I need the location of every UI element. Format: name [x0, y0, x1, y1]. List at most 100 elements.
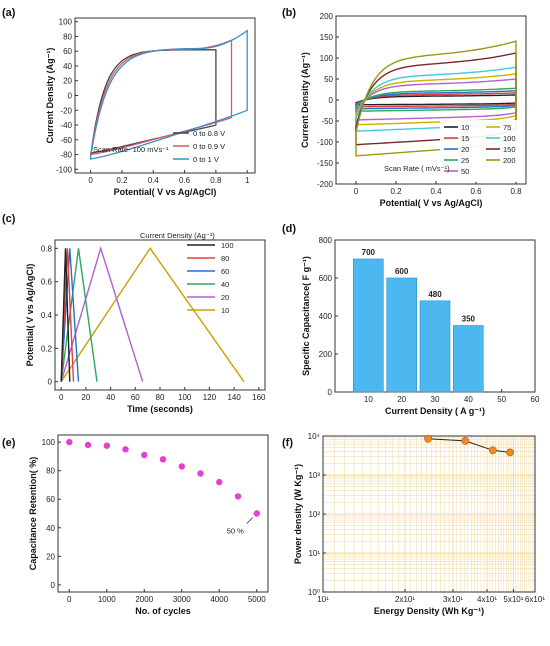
- legend-title: Scan Rate ( mVs⁻¹): [384, 164, 450, 173]
- x-tick-label: 2000: [135, 595, 153, 604]
- x-tick-label: 0: [67, 595, 72, 604]
- x-tick-label: 60: [531, 395, 540, 404]
- y-tick-label: 800: [319, 236, 333, 245]
- x-tick-label: 80: [156, 393, 165, 402]
- x-tick-label: 0.6: [179, 176, 191, 185]
- x-tick-label: 0.2: [390, 187, 402, 196]
- x-axis-label: Energy Density (Wh Kg⁻¹): [374, 606, 484, 616]
- bar-20: [386, 277, 418, 393]
- x-tick-label: 10¹: [317, 595, 329, 604]
- y-tick-label: 600: [319, 274, 333, 283]
- x-tick-label: 0.6: [470, 187, 482, 196]
- y-tick-label: 0: [51, 581, 56, 590]
- x-axis-label: Current Density ( A g⁻¹): [385, 406, 485, 416]
- gcd-curve-10: [60, 247, 245, 383]
- x-tick-label: 1: [245, 176, 250, 185]
- x-tick-label: 4000: [210, 595, 228, 604]
- y-tick-label: -60: [60, 136, 72, 145]
- panel-label: (e): [2, 437, 16, 449]
- chart-panel-c: (c) 0 20 40 60 80 100 120 140 160 0 0.2 0.4 0.6 0.8 Tim…: [2, 213, 266, 414]
- cv-curve-0-to-0.9-V: [90, 39, 233, 157]
- x-tick-label: 5x10¹: [503, 595, 523, 604]
- legend-label: 200: [503, 156, 516, 165]
- legend-label: 40: [221, 280, 229, 289]
- y-tick-label: 10¹: [308, 549, 320, 558]
- y-tick-label: 200: [319, 350, 333, 359]
- x-tick-label: 20: [397, 395, 406, 404]
- x-tick-label: 0.8: [210, 176, 222, 185]
- retention-point: [122, 446, 129, 453]
- x-axis-label: Potential( V vs Ag/AgCl): [380, 198, 483, 208]
- y-tick-label: 50: [324, 75, 333, 84]
- y-tick-label: 10⁰: [308, 588, 320, 597]
- x-tick-label: 40: [106, 393, 115, 402]
- plot-data: [424, 434, 514, 457]
- panel-label: (d): [282, 223, 296, 235]
- y-tick-label: 60: [46, 495, 55, 504]
- y-tick-label: 100: [42, 438, 56, 447]
- y-tick-label: 100: [59, 18, 73, 27]
- y-tick-label: 0.6: [41, 278, 53, 287]
- x-tick-label: 3000: [173, 595, 191, 604]
- x-tick-label: 30: [431, 395, 440, 404]
- legend-label: 0 to 0.9 V: [193, 142, 225, 151]
- retention-point: [234, 493, 242, 500]
- y-tick-label: 10³: [308, 471, 320, 480]
- y-tick-label: 0: [48, 378, 53, 387]
- x-tick-label: 3x10¹: [443, 595, 463, 604]
- y-tick-label: 80: [46, 467, 55, 476]
- y-tick-label: 150: [320, 33, 334, 42]
- grid-lines: [322, 435, 536, 593]
- legend-label: 100: [221, 241, 234, 250]
- legend-label: 10: [461, 123, 469, 132]
- x-tick-label: 40: [464, 395, 473, 404]
- x-tick-label: 0: [88, 176, 93, 185]
- x-tick-label: 6x10¹: [525, 595, 545, 604]
- plot-data: [66, 438, 260, 517]
- x-tick-label: 0.4: [148, 176, 160, 185]
- bar-value-label: 700: [362, 248, 376, 257]
- y-tick-label: 10⁴: [308, 432, 321, 441]
- panel-label: (a): [2, 7, 16, 19]
- plot-data: [355, 40, 517, 157]
- x-tick-label: 140: [227, 393, 241, 402]
- retention-point: [141, 451, 148, 459]
- y-tick-label: -150: [317, 159, 334, 168]
- x-tick-label: 5000: [248, 595, 266, 604]
- y-tick-label: 40: [46, 524, 55, 533]
- x-tick-label: 120: [203, 393, 217, 402]
- x-tick-label: 60: [131, 393, 140, 402]
- legend-label: 0 to 1 V: [193, 155, 219, 164]
- axis-ticks: 0 20 40 60 80 100 120 140 160 0 0.2 0.4 0.6 0.8: [41, 244, 266, 402]
- gcd-curve-40: [60, 248, 98, 382]
- bar-value-label: 600: [395, 267, 409, 276]
- y-axis-label: Current Density (Ag⁻¹): [300, 52, 310, 148]
- x-tick-label: 4x10¹: [477, 595, 497, 604]
- retention-annotation: 50 %: [227, 527, 244, 536]
- legend-title: Current Density (Ag⁻¹): [140, 231, 215, 240]
- x-axis-label: Potential( V vs Ag/AgCl): [114, 187, 217, 197]
- y-tick-label: 0.4: [41, 311, 53, 320]
- legend-label: 0 to 0.8 V: [193, 129, 225, 138]
- panel-label: (c): [2, 213, 16, 225]
- x-tick-label: 20: [81, 393, 90, 402]
- retention-point: [84, 441, 92, 449]
- retention-point: [103, 442, 111, 449]
- panel-label: (b): [282, 7, 296, 19]
- x-tick-label: 100: [178, 393, 192, 402]
- retention-point: [197, 470, 204, 477]
- legend-label: 20: [221, 293, 229, 302]
- ragone-line: [428, 438, 511, 453]
- x-tick-label: 160: [252, 393, 266, 402]
- retention-point: [159, 456, 167, 463]
- legend: 10 15 20 25 50 75 100 150 200: [440, 120, 522, 182]
- bar-value-label: 480: [428, 290, 442, 299]
- y-tick-label: -20: [60, 106, 72, 115]
- y-tick-label: 20: [46, 552, 55, 561]
- bar-30: [419, 300, 451, 393]
- y-tick-label: 400: [319, 312, 333, 321]
- x-axis-label: No. of cycles: [135, 606, 191, 616]
